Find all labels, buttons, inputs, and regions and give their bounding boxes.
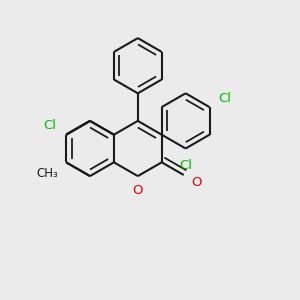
- Text: Cl: Cl: [179, 159, 192, 172]
- Text: Cl: Cl: [43, 118, 56, 131]
- Text: O: O: [191, 176, 201, 189]
- Text: CH₃: CH₃: [37, 167, 58, 180]
- Text: Cl: Cl: [218, 92, 231, 105]
- Text: O: O: [133, 184, 143, 197]
